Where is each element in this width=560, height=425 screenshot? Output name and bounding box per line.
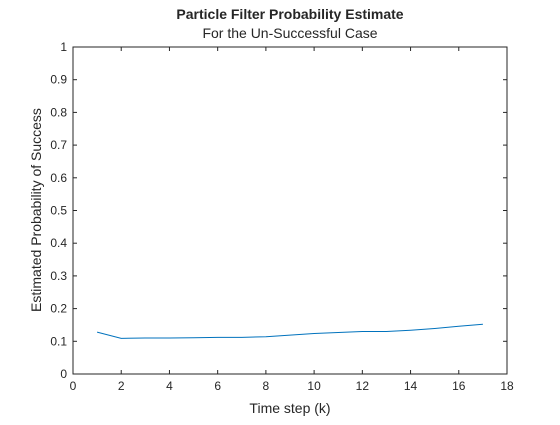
series-line bbox=[96, 323, 483, 339]
x-tick-label: 14 bbox=[404, 379, 418, 393]
y-axis-label: Estimated Probability of Success bbox=[28, 108, 44, 312]
y-tick-label: 0.8 bbox=[50, 105, 67, 119]
x-tick-label: 12 bbox=[356, 379, 370, 393]
y-tick-label: 0.7 bbox=[50, 138, 67, 152]
x-tick-label: 6 bbox=[214, 379, 221, 393]
chart-title: Particle Filter Probability Estimate bbox=[176, 6, 403, 22]
x-tick-label: 8 bbox=[263, 379, 270, 393]
y-tick-label: 0.3 bbox=[50, 269, 67, 283]
y-tick-label: 0.2 bbox=[50, 302, 67, 316]
x-tick-label: 16 bbox=[452, 379, 466, 393]
x-tick-label: 10 bbox=[307, 379, 321, 393]
y-tick-label: 0 bbox=[60, 367, 67, 381]
y-axis: 0 0.1 0.2 0.3 0.4 0.5 0.6 0.7 0.8 0.9 1 bbox=[50, 40, 507, 381]
x-tick-label: 0 bbox=[70, 379, 77, 393]
x-axis: 0 2 4 6 8 10 12 14 16 18 bbox=[70, 47, 514, 393]
x-tick-label: 2 bbox=[118, 379, 125, 393]
y-tick-label: 0.9 bbox=[50, 73, 67, 87]
series-layer bbox=[96, 323, 483, 339]
y-tick-label: 0.5 bbox=[50, 204, 67, 218]
y-tick-label: 1 bbox=[60, 40, 67, 54]
x-tick-label: 4 bbox=[166, 379, 173, 393]
chart-subtitle: For the Un-Successful Case bbox=[202, 25, 377, 41]
y-tick-label: 0.1 bbox=[50, 334, 67, 348]
x-axis-label: Time step (k) bbox=[249, 400, 330, 416]
y-tick-label: 0.4 bbox=[50, 236, 67, 250]
plot-area bbox=[72, 46, 508, 375]
y-tick-label: 0.6 bbox=[50, 171, 67, 185]
x-tick-label: 18 bbox=[500, 379, 514, 393]
